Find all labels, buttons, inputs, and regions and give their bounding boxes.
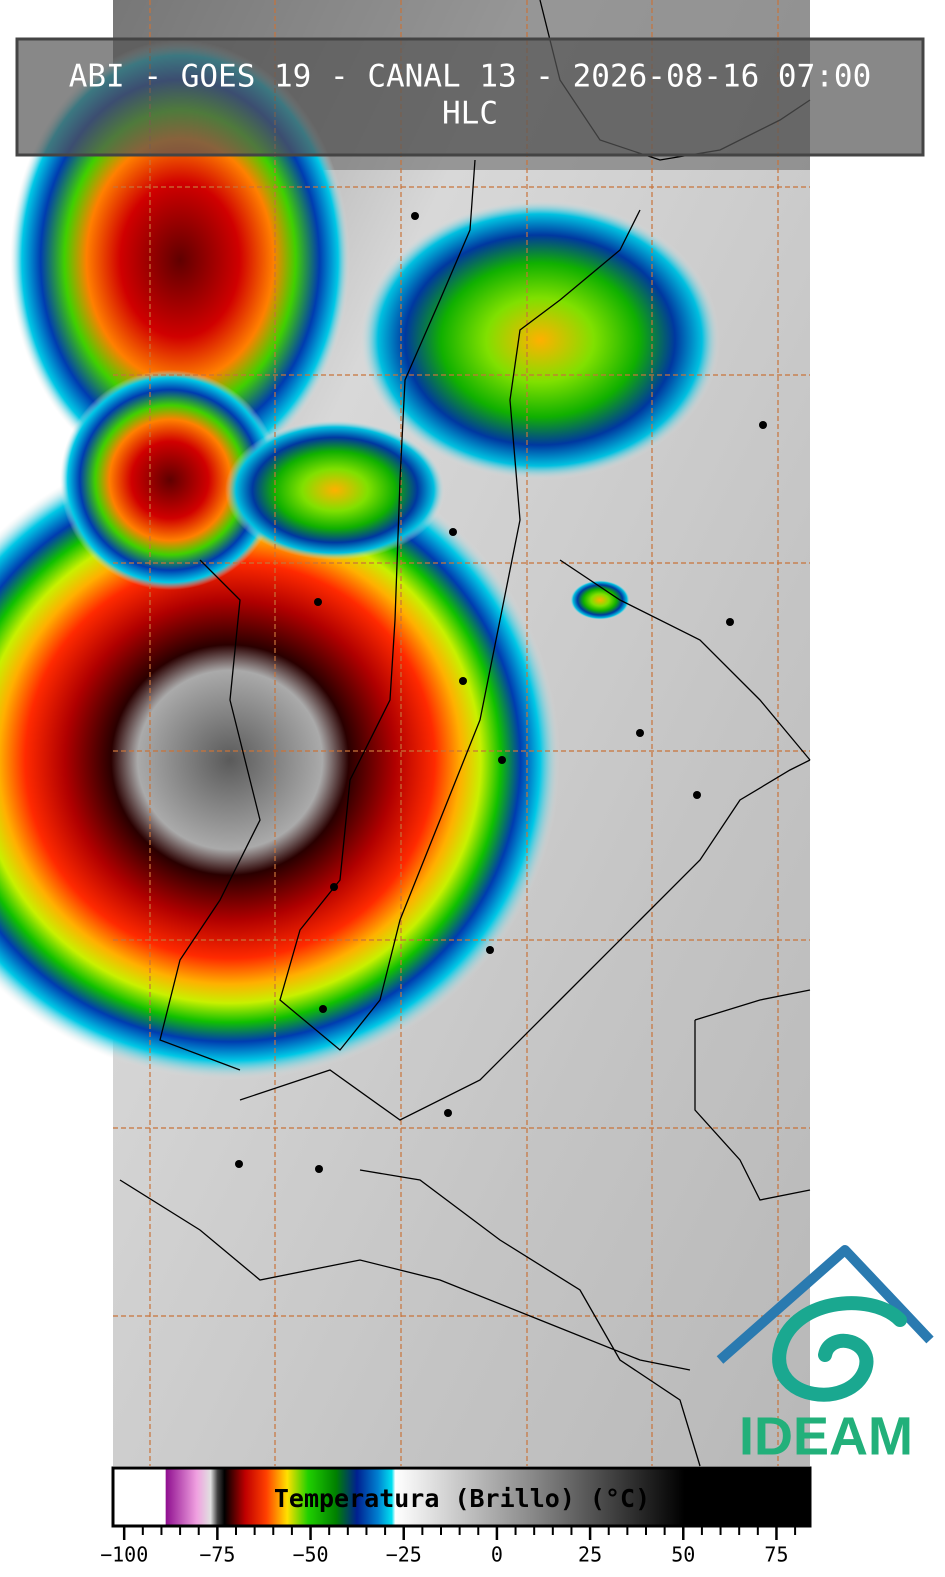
- subtitle: HLC: [442, 96, 498, 132]
- cities: [235, 212, 767, 1173]
- graticule: [113, 0, 810, 1466]
- satellite-image: [0, 0, 810, 1466]
- tick-label: −25: [386, 1543, 422, 1567]
- title-box: ABI - GOES 19 - CANAL 13 - 2026-08-16 07…: [15, 37, 925, 157]
- colorbar: Temperatura (Brillo) (°C) −100 −75 −50 −25 0…: [100, 1466, 812, 1567]
- tick-label: −75: [199, 1543, 235, 1567]
- tick-label: 75: [764, 1543, 788, 1567]
- tick-label: −50: [292, 1543, 328, 1567]
- tick-label: −100: [100, 1543, 148, 1567]
- tick-label: 50: [671, 1543, 695, 1567]
- colorbar-label: Temperatura (Brillo) (°C): [274, 1484, 650, 1513]
- tick-label: 0: [491, 1543, 503, 1567]
- logo-text: IDEAM: [739, 1406, 913, 1466]
- logo: IDEAM: [716, 1245, 934, 1466]
- title: ABI - GOES 19 - CANAL 13 - 2026-08-16 07…: [69, 59, 872, 95]
- tick-label: 25: [578, 1543, 602, 1567]
